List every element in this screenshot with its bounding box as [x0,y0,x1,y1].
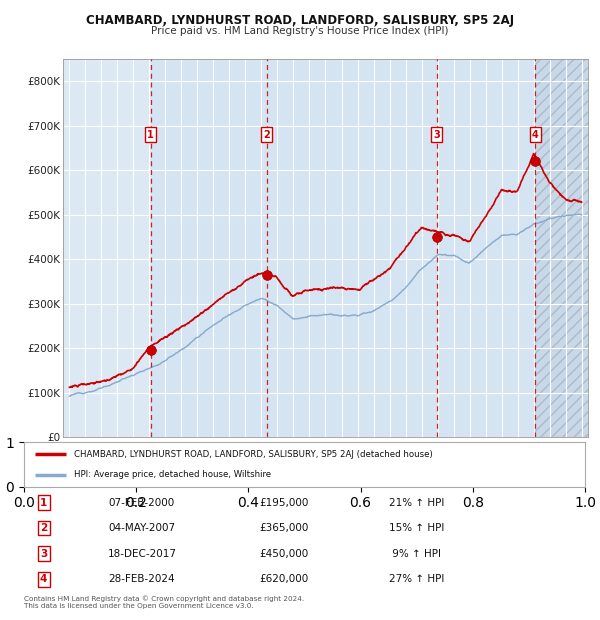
Text: 3: 3 [434,130,440,140]
Bar [535,59,600,437]
Text: 15% ↑ HPI: 15% ↑ HPI [389,523,444,533]
Text: 21% ↑ HPI: 21% ↑ HPI [389,498,444,508]
Text: 27% ↑ HPI: 27% ↑ HPI [389,574,444,584]
Text: HPI: Average price, detached house, Wiltshire: HPI: Average price, detached house, Wilt… [74,470,272,479]
Text: 2: 2 [263,130,270,140]
Text: CHAMBARD, LYNDHURST ROAD, LANDFORD, SALISBURY, SP5 2AJ: CHAMBARD, LYNDHURST ROAD, LANDFORD, SALI… [86,14,514,27]
Text: £195,000: £195,000 [260,498,309,508]
Bar [437,59,535,437]
Text: 18-DEC-2017: 18-DEC-2017 [108,549,177,559]
Text: £620,000: £620,000 [260,574,309,584]
Bar [151,59,267,437]
Text: 1: 1 [148,130,154,140]
Text: 3: 3 [40,549,47,559]
Text: 04-MAY-2007: 04-MAY-2007 [108,523,175,533]
Text: 4: 4 [40,574,47,584]
Text: Price paid vs. HM Land Registry's House Price Index (HPI): Price paid vs. HM Land Registry's House … [151,26,449,36]
Text: CHAMBARD, LYNDHURST ROAD, LANDFORD, SALISBURY, SP5 2AJ (detached house): CHAMBARD, LYNDHURST ROAD, LANDFORD, SALI… [74,450,433,459]
Text: 4: 4 [532,130,539,140]
Text: 1: 1 [40,498,47,508]
Text: £450,000: £450,000 [260,549,309,559]
Text: 2: 2 [40,523,47,533]
Text: 9% ↑ HPI: 9% ↑ HPI [389,549,440,559]
Text: 28-FEB-2024: 28-FEB-2024 [108,574,175,584]
Text: Contains HM Land Registry data © Crown copyright and database right 2024.
This d: Contains HM Land Registry data © Crown c… [24,595,304,609]
Bar [267,59,437,437]
Text: 07-FEB-2000: 07-FEB-2000 [108,498,175,508]
Text: £365,000: £365,000 [260,523,309,533]
